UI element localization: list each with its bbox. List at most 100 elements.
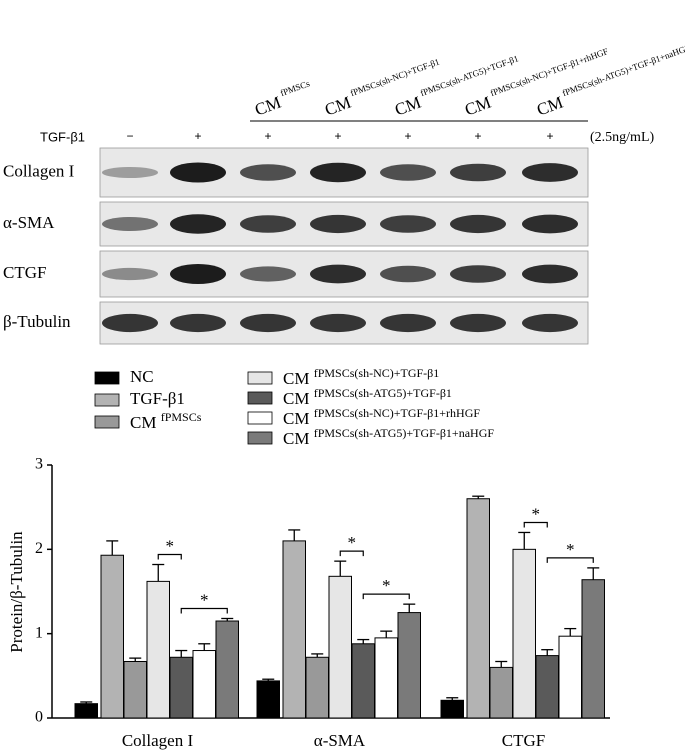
bar bbox=[123, 660, 147, 719]
blot-row-label: β-Tubulin bbox=[3, 312, 71, 331]
blot-band bbox=[380, 215, 436, 233]
significance-bracket bbox=[180, 607, 228, 614]
legend-label: CM fPMSCs(sh-NC)+TGF-β1+rhHGF bbox=[283, 406, 480, 428]
y-axis-label: Protein/β-Tubulin bbox=[7, 531, 26, 653]
lane-header: CMfPMSCs bbox=[251, 78, 315, 119]
header-sup: fPMSCs(sh-NC)+TGF-β1+rhHGF bbox=[489, 46, 610, 98]
treatment-sign: + bbox=[546, 129, 553, 143]
x-tick-label: Collagen I bbox=[122, 731, 194, 750]
bar bbox=[169, 656, 193, 719]
significance-label: * bbox=[200, 590, 209, 609]
x-tick-label: CTGF bbox=[502, 731, 545, 750]
header-base: CM bbox=[252, 93, 283, 120]
blot-band bbox=[522, 214, 578, 234]
y-tick-label: 3 bbox=[35, 456, 43, 473]
bar bbox=[374, 637, 398, 719]
legend-swatch bbox=[247, 431, 273, 445]
blot-band bbox=[450, 163, 506, 182]
blot-band bbox=[310, 214, 366, 234]
lane-header: CMfPMSCs(sh-ATG5)+TGF-β1+naHGF bbox=[533, 43, 685, 120]
blot-row-label: α-SMA bbox=[3, 213, 55, 232]
treatment-sign: + bbox=[474, 129, 481, 143]
treatment-sign: + bbox=[404, 129, 411, 143]
legend-swatch bbox=[247, 371, 273, 385]
significance-bracket bbox=[546, 557, 594, 563]
legend-swatch bbox=[247, 391, 273, 405]
header-base: CM bbox=[392, 93, 423, 120]
blot-band bbox=[310, 264, 366, 284]
treatment-sign: + bbox=[194, 129, 201, 143]
bar bbox=[466, 498, 490, 719]
bar bbox=[581, 579, 605, 719]
blot-band bbox=[380, 164, 436, 181]
bar bbox=[512, 548, 536, 719]
blot-band bbox=[450, 265, 506, 283]
blot-band bbox=[310, 162, 366, 183]
bar bbox=[215, 620, 239, 719]
blot-band bbox=[522, 313, 578, 333]
header-sup: fPMSCs bbox=[279, 78, 312, 98]
significance-bracket bbox=[523, 521, 548, 528]
blot-row-label: CTGF bbox=[3, 263, 46, 282]
blot-band bbox=[170, 214, 226, 234]
significance-bracket bbox=[339, 550, 364, 557]
treatment-sign: + bbox=[334, 129, 341, 143]
legend-label: CM fPMSCs bbox=[130, 410, 202, 432]
blot-band bbox=[380, 313, 436, 333]
header-base: CM bbox=[322, 93, 353, 120]
blot-row-label: Collagen I bbox=[3, 161, 75, 180]
legend-swatch bbox=[94, 415, 120, 429]
x-tick-label: α-SMA bbox=[314, 731, 366, 750]
blot-band bbox=[240, 313, 296, 333]
bar bbox=[256, 680, 280, 719]
blot-band bbox=[170, 162, 226, 183]
blot-band bbox=[240, 215, 296, 233]
significance-label: * bbox=[382, 576, 391, 595]
legend-swatch bbox=[247, 411, 273, 425]
significance-bracket bbox=[362, 593, 410, 600]
y-tick-label: 0 bbox=[35, 709, 43, 726]
legend-label: CM fPMSCs(sh-ATG5)+TGF-β1 bbox=[283, 386, 452, 408]
significance-label: * bbox=[566, 540, 575, 559]
blot-band bbox=[240, 164, 296, 181]
treatment-sign: − bbox=[126, 129, 133, 143]
blot-band bbox=[240, 266, 296, 282]
blot-band bbox=[522, 163, 578, 182]
blot-band bbox=[522, 264, 578, 284]
blot-band bbox=[450, 214, 506, 234]
bar bbox=[489, 666, 513, 719]
bar bbox=[558, 635, 582, 719]
treatment-sign: + bbox=[264, 129, 271, 143]
blot-band bbox=[102, 217, 158, 231]
y-tick-label: 1 bbox=[35, 624, 43, 641]
legend-swatch bbox=[94, 371, 120, 385]
significance-label: * bbox=[532, 504, 541, 523]
bar bbox=[397, 612, 421, 719]
legend-label: CM fPMSCs(sh-ATG5)+TGF-β1+naHGF bbox=[283, 426, 494, 448]
blot-band bbox=[102, 167, 158, 178]
significance-label: * bbox=[348, 533, 357, 552]
bar bbox=[535, 655, 559, 719]
bar bbox=[282, 540, 306, 719]
header-base: CM bbox=[534, 93, 565, 120]
blot-band bbox=[102, 267, 158, 281]
legend-label: CM fPMSCs(sh-NC)+TGF-β1 bbox=[283, 366, 439, 388]
significance-label: * bbox=[166, 536, 175, 555]
blot-band bbox=[170, 313, 226, 333]
blot-band bbox=[450, 313, 506, 333]
bar bbox=[146, 580, 170, 719]
legend-swatch bbox=[94, 393, 120, 407]
blot-band bbox=[170, 264, 226, 284]
blot-band bbox=[380, 265, 436, 283]
bar bbox=[328, 575, 352, 719]
bar bbox=[74, 703, 98, 719]
legend-label: TGF-β1 bbox=[130, 389, 185, 408]
legend-label: NC bbox=[130, 367, 154, 386]
dose-label: (2.5ng/mL) bbox=[590, 130, 654, 145]
y-tick-label: 2 bbox=[35, 540, 43, 557]
bar bbox=[192, 650, 216, 719]
bar bbox=[305, 656, 329, 719]
header-sup: fPMSCs(sh-ATG5)+TGF-β1+naHGF bbox=[561, 43, 685, 99]
significance-bracket bbox=[157, 553, 182, 560]
